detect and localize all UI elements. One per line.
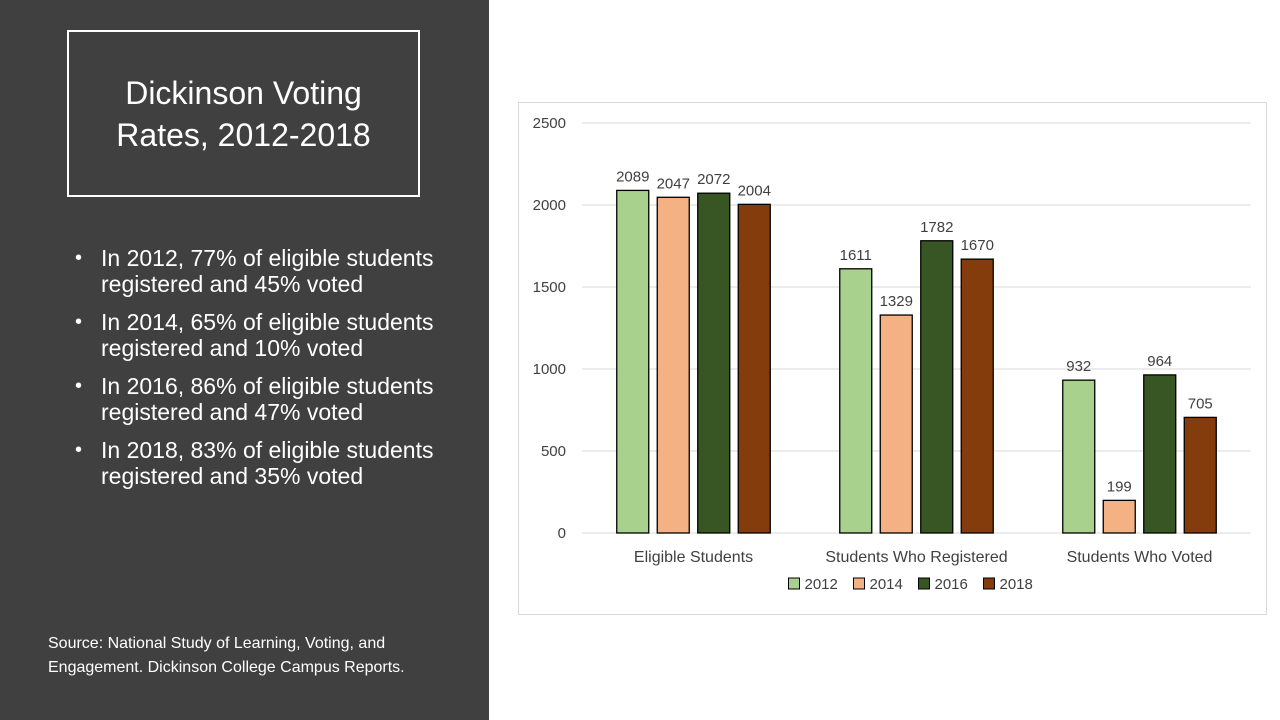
data-label: 2047	[657, 175, 690, 192]
data-label: 1329	[880, 293, 913, 310]
bullet-icon: •	[75, 247, 83, 269]
source-note: Source: National Study of Learning, Voti…	[48, 635, 405, 676]
bar	[960, 258, 994, 534]
data-label: 1611	[840, 247, 872, 264]
bar	[839, 268, 873, 534]
bar	[879, 314, 913, 534]
bar	[920, 240, 954, 534]
left-panel: Dickinson Voting Rates, 2012-2018 • In 2…	[0, 0, 489, 720]
legend-label: 2014	[870, 576, 903, 593]
y-tick-label: 1500	[533, 279, 566, 296]
bullet-item: • In 2016, 86% of eligible students regi…	[75, 373, 435, 425]
chart-frame: 0 500 1000 1500 2000 2500 2089 2047 2072 2004 Elig…	[518, 102, 1267, 615]
data-label: 932	[1066, 358, 1091, 375]
bullet-item: • In 2018, 83% of eligible students regi…	[75, 437, 435, 489]
bullet-item: • In 2014, 65% of eligible students regi…	[75, 309, 435, 361]
legend-label: 2018	[1000, 576, 1033, 593]
y-tick-label: 0	[558, 525, 566, 542]
data-label: 2089	[616, 168, 649, 185]
x-tick-label: Eligible Students	[634, 549, 753, 566]
bar	[1102, 499, 1136, 534]
data-label: 705	[1188, 395, 1213, 412]
data-label: 2004	[738, 182, 771, 199]
bullet-icon: •	[75, 375, 83, 397]
bullet-list: • In 2012, 77% of eligible students regi…	[75, 245, 435, 501]
bullet-text: In 2016, 86% of eligible students regist…	[101, 373, 434, 425]
bullet-text: In 2018, 83% of eligible students regist…	[101, 437, 434, 489]
data-label: 1670	[961, 237, 994, 254]
y-tick-label: 2500	[533, 115, 566, 132]
y-tick-label: 2000	[533, 197, 566, 214]
bar	[1183, 416, 1217, 534]
bar	[616, 189, 650, 534]
bar-chart: 0 500 1000 1500 2000 2500 2089 2047 2072 2004 Elig…	[533, 115, 1251, 593]
bar	[737, 203, 771, 534]
legend-swatch	[788, 577, 800, 590]
legend-swatch	[918, 577, 930, 590]
bar	[697, 192, 731, 534]
bullet-icon: •	[75, 311, 83, 333]
legend-label: 2016	[935, 576, 968, 593]
data-label: 1782	[920, 219, 953, 236]
x-tick-label: Students Who Voted	[1067, 549, 1213, 566]
y-tick-label: 1000	[533, 361, 566, 378]
data-label: 199	[1107, 478, 1132, 495]
bullet-text: In 2012, 77% of eligible students regist…	[101, 245, 434, 297]
legend-swatch	[853, 577, 865, 590]
bullet-icon: •	[75, 439, 83, 461]
y-tick-label: 500	[541, 443, 566, 460]
x-tick-label: Students Who Registered	[825, 549, 1007, 566]
bar	[1143, 374, 1177, 534]
bar	[1062, 379, 1096, 534]
data-label: 2072	[697, 171, 730, 188]
title-box: Dickinson Voting Rates, 2012-2018	[67, 30, 420, 197]
legend-swatch	[983, 577, 995, 590]
slide-title: Dickinson Voting Rates, 2012-2018	[116, 74, 371, 153]
data-label: 964	[1147, 353, 1172, 370]
legend-label: 2012	[805, 576, 838, 593]
bullet-text: In 2014, 65% of eligible students regist…	[101, 309, 434, 361]
bar	[656, 196, 690, 534]
bullet-item: • In 2012, 77% of eligible students regi…	[75, 245, 435, 297]
